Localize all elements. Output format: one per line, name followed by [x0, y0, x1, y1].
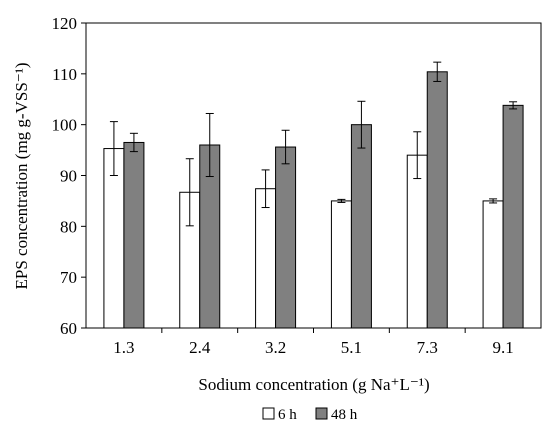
- bar-48h-3.2: [275, 146, 297, 329]
- y-tick-label: 70: [60, 268, 77, 287]
- y-tick-label: 90: [60, 167, 77, 186]
- bar-48h-7.3: [426, 71, 448, 329]
- legend-swatch-1: [315, 407, 328, 420]
- x-axis: 1.3 2.4 3.2 5.1 7.3 9.1: [113, 328, 514, 357]
- y-tick-label: 110: [52, 65, 77, 84]
- bar-48h-9.1: [502, 104, 524, 329]
- legend-label: 6 h: [278, 407, 297, 423]
- y-axis-label: EPS concentration (mg g-VSS⁻¹): [12, 62, 31, 289]
- legend: 6 h 48 h: [262, 407, 358, 423]
- bars: [103, 61, 524, 329]
- plot-frame: [85, 22, 542, 329]
- bar-6h-7.3: [406, 154, 428, 329]
- bar-6h-5.1: [330, 200, 352, 329]
- x-tick-label: 2.4: [189, 338, 211, 357]
- y-tick-label: 80: [60, 217, 77, 236]
- x-tick-label: 5.1: [341, 338, 362, 357]
- bar-6h-3.2: [255, 188, 277, 329]
- bar-48h-5.1: [350, 124, 372, 329]
- y-tick-label: 120: [52, 14, 78, 33]
- legend-label: 48 h: [331, 407, 358, 423]
- bar-48h-1.3: [123, 141, 145, 329]
- x-tick-label: 3.2: [265, 338, 286, 357]
- x-tick-label: 7.3: [417, 338, 438, 357]
- bar-6h-9.1: [482, 200, 504, 329]
- y-tick-label: 60: [60, 319, 77, 338]
- x-axis-label: Sodium concentration (g Na⁺L⁻¹): [198, 375, 429, 394]
- legend-swatch-0: [262, 407, 275, 420]
- x-tick-label: 9.1: [492, 338, 513, 357]
- x-tick-label: 1.3: [113, 338, 134, 357]
- y-axis: 60 70 80 90 100 110 120: [52, 14, 86, 338]
- y-tick-label: 100: [52, 116, 78, 135]
